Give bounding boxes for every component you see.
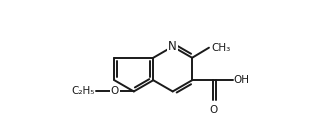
Text: OH: OH bbox=[233, 75, 249, 85]
Text: C₂H₅: C₂H₅ bbox=[71, 86, 95, 96]
Text: N: N bbox=[168, 40, 177, 53]
Text: CH₃: CH₃ bbox=[211, 43, 231, 53]
Text: O: O bbox=[209, 105, 217, 115]
Text: O: O bbox=[111, 86, 119, 96]
